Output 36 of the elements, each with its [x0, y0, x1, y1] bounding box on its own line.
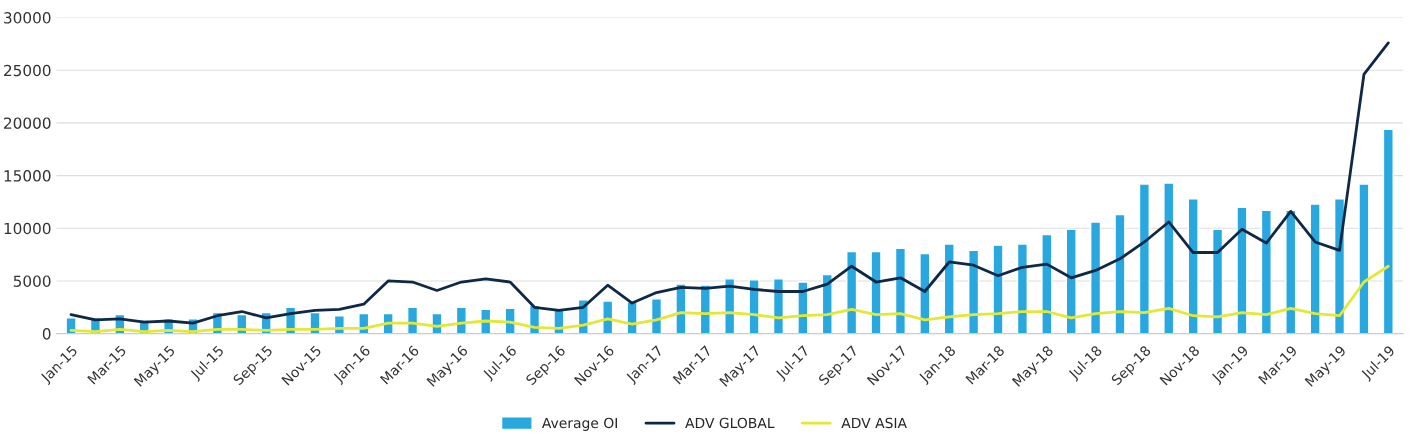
bar	[1285, 209, 1297, 334]
bar	[1138, 183, 1150, 334]
bar	[1114, 213, 1126, 334]
y-tick-label: 30000	[4, 12, 51, 24]
bar	[1016, 243, 1028, 334]
bar	[1041, 233, 1053, 334]
bar	[870, 250, 882, 334]
bar	[1187, 198, 1199, 334]
bar	[1090, 221, 1102, 334]
line-series	[69, 264, 1390, 333]
y-tick-label: 15000	[4, 170, 51, 182]
legend-label: Average OI	[541, 417, 617, 431]
bar	[943, 243, 955, 334]
bar	[846, 250, 858, 334]
y-tick-label: 25000	[4, 64, 51, 77]
bar	[650, 298, 663, 334]
y-tick-label: 10000	[4, 222, 51, 235]
bar	[919, 252, 931, 334]
bar	[992, 244, 1004, 334]
y-tick-label: 20000	[4, 117, 51, 129]
legend-label: ADV ASIA	[841, 417, 907, 429]
y-tick-label: 5000	[13, 275, 51, 287]
line-series	[69, 41, 1390, 325]
bar	[1236, 206, 1248, 334]
y-tick-label: 0	[42, 328, 51, 340]
bar	[894, 247, 907, 334]
legend-label: ADV GLOBAL	[685, 417, 775, 429]
bar	[1163, 182, 1175, 334]
bar	[602, 300, 614, 334]
bar	[1358, 183, 1370, 334]
bar	[1211, 228, 1224, 334]
bar	[1309, 203, 1321, 334]
bar	[1260, 209, 1272, 334]
bar	[1065, 228, 1077, 334]
bar	[1382, 128, 1394, 334]
bar	[968, 249, 980, 334]
